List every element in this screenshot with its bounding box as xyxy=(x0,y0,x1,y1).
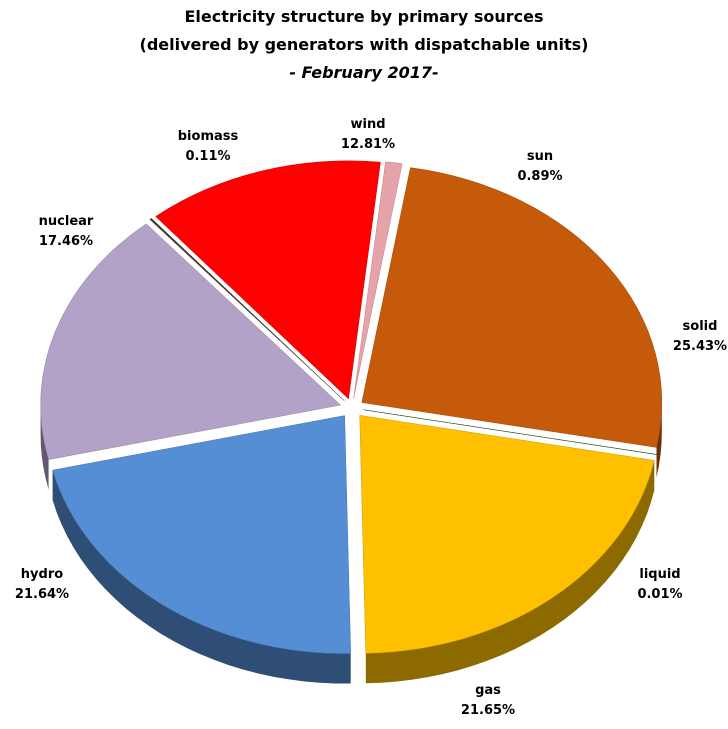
slice xyxy=(363,409,659,456)
slice-label: solid xyxy=(683,319,718,334)
slice-label: sun xyxy=(527,149,553,164)
slice xyxy=(361,167,663,448)
slice xyxy=(52,415,351,654)
slice xyxy=(155,160,381,400)
slice-value-label: 0.01% xyxy=(637,587,682,602)
chart-subtitle: (delivered by generators with dispatchab… xyxy=(140,35,589,54)
slice xyxy=(149,218,345,401)
slice-label: gas xyxy=(475,683,501,698)
slice-side xyxy=(365,460,655,684)
chart-period: - February 2017- xyxy=(289,63,438,82)
slice-value-label: 21.64% xyxy=(15,587,69,602)
slice xyxy=(353,161,403,399)
slice-value-label: 25.43% xyxy=(673,339,727,354)
slice-side xyxy=(52,470,351,684)
slice-label: wind xyxy=(350,117,385,132)
slice xyxy=(359,415,655,654)
slice-label: biomass xyxy=(178,129,239,144)
slice-label: liquid xyxy=(639,567,680,582)
slice-value-label: 17.46% xyxy=(39,234,93,249)
slice-sides xyxy=(40,402,662,684)
slice-side xyxy=(40,405,49,490)
slice-value-label: 12.81% xyxy=(341,137,395,152)
slice-value-label: 0.89% xyxy=(517,169,562,184)
slice-label: hydro xyxy=(21,567,63,582)
slice xyxy=(40,223,342,460)
slice-side xyxy=(656,402,662,478)
chart-title: Electricity structure by primary sources xyxy=(185,7,544,26)
slice-value-label: 21.65% xyxy=(461,703,515,718)
slice-value-label: 0.11% xyxy=(185,149,230,164)
slice-label: nuclear xyxy=(39,214,94,229)
